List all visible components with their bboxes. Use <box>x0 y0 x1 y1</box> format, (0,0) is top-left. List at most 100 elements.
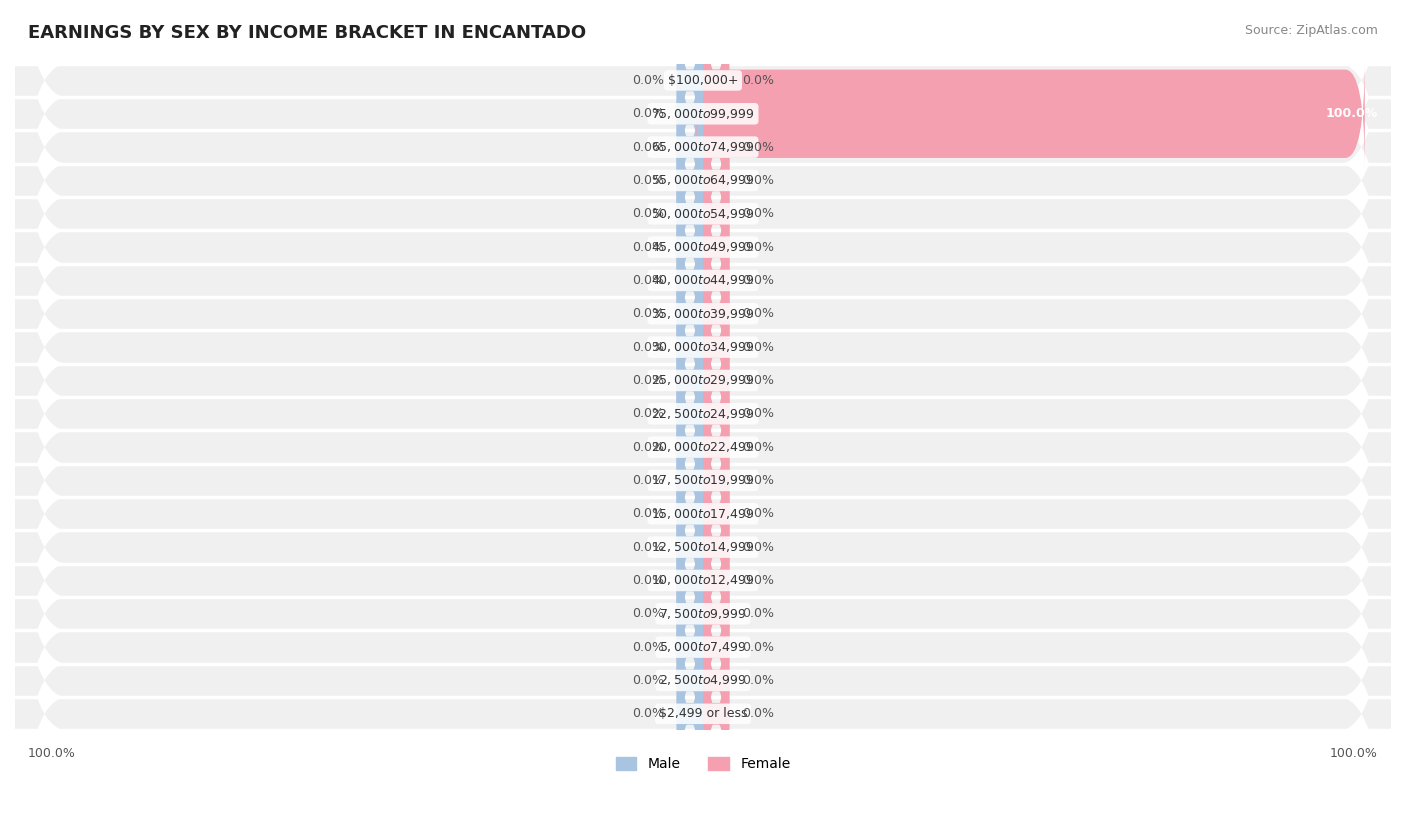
Text: $25,000 to $29,999: $25,000 to $29,999 <box>651 373 755 388</box>
Text: 0.0%: 0.0% <box>631 107 664 120</box>
FancyBboxPatch shape <box>703 24 730 270</box>
Text: 0.0%: 0.0% <box>742 441 775 454</box>
FancyBboxPatch shape <box>15 230 1391 730</box>
Text: $22,500 to $24,999: $22,500 to $24,999 <box>651 406 755 421</box>
FancyBboxPatch shape <box>676 491 703 737</box>
FancyBboxPatch shape <box>15 63 1391 563</box>
FancyBboxPatch shape <box>676 358 703 603</box>
Text: $55,000 to $64,999: $55,000 to $64,999 <box>651 173 755 188</box>
FancyBboxPatch shape <box>676 591 703 813</box>
FancyBboxPatch shape <box>703 491 730 737</box>
FancyBboxPatch shape <box>15 263 1391 763</box>
FancyBboxPatch shape <box>676 424 703 670</box>
Text: $100,000+: $100,000+ <box>668 74 738 87</box>
Text: 0.0%: 0.0% <box>631 607 664 620</box>
Text: $75,000 to $99,999: $75,000 to $99,999 <box>651 107 755 121</box>
Text: $50,000 to $54,999: $50,000 to $54,999 <box>651 207 755 221</box>
FancyBboxPatch shape <box>15 0 1391 363</box>
Text: 0.0%: 0.0% <box>742 507 775 520</box>
FancyBboxPatch shape <box>703 591 730 813</box>
FancyBboxPatch shape <box>703 524 730 770</box>
Text: 0.0%: 0.0% <box>631 641 664 654</box>
Text: $65,000 to $74,999: $65,000 to $74,999 <box>651 140 755 154</box>
Text: 0.0%: 0.0% <box>742 141 775 154</box>
FancyBboxPatch shape <box>676 258 703 503</box>
Text: $15,000 to $17,499: $15,000 to $17,499 <box>651 506 755 521</box>
FancyBboxPatch shape <box>15 130 1391 630</box>
FancyBboxPatch shape <box>15 297 1391 797</box>
Text: 0.0%: 0.0% <box>742 341 775 354</box>
FancyBboxPatch shape <box>15 0 1391 330</box>
FancyBboxPatch shape <box>676 524 703 770</box>
Text: 0.0%: 0.0% <box>631 241 664 254</box>
FancyBboxPatch shape <box>15 430 1391 813</box>
Text: $40,000 to $44,999: $40,000 to $44,999 <box>651 273 755 288</box>
FancyBboxPatch shape <box>676 158 703 403</box>
FancyBboxPatch shape <box>15 397 1391 813</box>
Text: 0.0%: 0.0% <box>631 574 664 587</box>
Text: 0.0%: 0.0% <box>742 674 775 687</box>
FancyBboxPatch shape <box>703 224 730 470</box>
Text: 0.0%: 0.0% <box>742 174 775 187</box>
Text: 0.0%: 0.0% <box>631 341 664 354</box>
FancyBboxPatch shape <box>703 358 730 603</box>
Text: $35,000 to $39,999: $35,000 to $39,999 <box>651 307 755 321</box>
FancyBboxPatch shape <box>703 258 730 503</box>
FancyBboxPatch shape <box>676 58 703 303</box>
Text: 100.0%: 100.0% <box>1330 747 1378 760</box>
FancyBboxPatch shape <box>676 124 703 370</box>
FancyBboxPatch shape <box>676 324 703 570</box>
FancyBboxPatch shape <box>15 0 1391 430</box>
Text: 0.0%: 0.0% <box>631 441 664 454</box>
FancyBboxPatch shape <box>703 324 730 570</box>
Text: 0.0%: 0.0% <box>742 374 775 387</box>
FancyBboxPatch shape <box>15 0 1391 397</box>
FancyBboxPatch shape <box>703 158 730 403</box>
FancyBboxPatch shape <box>15 30 1391 530</box>
FancyBboxPatch shape <box>15 463 1391 813</box>
Text: 0.0%: 0.0% <box>631 74 664 87</box>
Legend: Male, Female: Male, Female <box>610 752 796 777</box>
Text: 0.0%: 0.0% <box>631 207 664 220</box>
FancyBboxPatch shape <box>703 91 730 337</box>
FancyBboxPatch shape <box>676 224 703 470</box>
FancyBboxPatch shape <box>696 58 1365 170</box>
Text: 0.0%: 0.0% <box>631 274 664 287</box>
Text: 0.0%: 0.0% <box>742 641 775 654</box>
Text: 0.0%: 0.0% <box>631 674 664 687</box>
FancyBboxPatch shape <box>676 0 703 237</box>
Text: 0.0%: 0.0% <box>742 241 775 254</box>
Text: 0.0%: 0.0% <box>742 474 775 487</box>
FancyBboxPatch shape <box>676 191 703 437</box>
FancyBboxPatch shape <box>15 163 1391 663</box>
FancyBboxPatch shape <box>703 424 730 670</box>
FancyBboxPatch shape <box>676 0 703 203</box>
Text: 0.0%: 0.0% <box>631 174 664 187</box>
Text: 100.0%: 100.0% <box>1326 107 1378 120</box>
FancyBboxPatch shape <box>703 58 730 303</box>
FancyBboxPatch shape <box>676 558 703 803</box>
Text: 0.0%: 0.0% <box>631 474 664 487</box>
Text: 0.0%: 0.0% <box>742 707 775 720</box>
Text: Source: ZipAtlas.com: Source: ZipAtlas.com <box>1244 24 1378 37</box>
Text: $45,000 to $49,999: $45,000 to $49,999 <box>651 240 755 254</box>
FancyBboxPatch shape <box>703 124 730 370</box>
FancyBboxPatch shape <box>676 91 703 337</box>
Text: 0.0%: 0.0% <box>631 374 664 387</box>
Text: 0.0%: 0.0% <box>631 707 664 720</box>
FancyBboxPatch shape <box>15 330 1391 813</box>
Text: 0.0%: 0.0% <box>631 407 664 420</box>
FancyBboxPatch shape <box>703 458 730 703</box>
Text: $2,500 to $4,999: $2,500 to $4,999 <box>659 673 747 688</box>
FancyBboxPatch shape <box>15 197 1391 697</box>
Text: 0.0%: 0.0% <box>631 307 664 320</box>
FancyBboxPatch shape <box>15 0 1391 497</box>
Text: $5,000 to $7,499: $5,000 to $7,499 <box>659 640 747 654</box>
Text: EARNINGS BY SEX BY INCOME BRACKET IN ENCANTADO: EARNINGS BY SEX BY INCOME BRACKET IN ENC… <box>28 24 586 42</box>
FancyBboxPatch shape <box>15 363 1391 813</box>
FancyBboxPatch shape <box>703 558 730 803</box>
FancyBboxPatch shape <box>676 291 703 537</box>
FancyBboxPatch shape <box>676 458 703 703</box>
Text: $7,500 to $9,999: $7,500 to $9,999 <box>659 606 747 621</box>
Text: 0.0%: 0.0% <box>742 207 775 220</box>
